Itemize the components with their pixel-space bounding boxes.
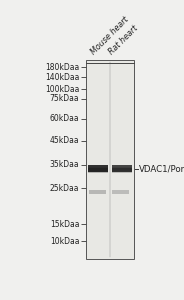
Bar	[89, 190, 106, 194]
Bar	[112, 168, 132, 172]
Bar	[112, 190, 129, 194]
Bar	[88, 165, 108, 172]
Text: 10kDaa: 10kDaa	[50, 236, 79, 245]
Text: Rat heart: Rat heart	[107, 24, 140, 57]
Text: 25kDaa: 25kDaa	[50, 184, 79, 193]
Text: 60kDaa: 60kDaa	[50, 114, 79, 123]
Text: 75kDaa: 75kDaa	[50, 94, 79, 103]
Bar	[112, 167, 132, 171]
Text: 15kDaa: 15kDaa	[50, 220, 79, 229]
Text: 35kDaa: 35kDaa	[50, 160, 79, 169]
Bar	[88, 168, 108, 172]
Bar	[88, 169, 108, 172]
Text: Mouse heart: Mouse heart	[89, 15, 130, 57]
Text: VDAC1/Porin: VDAC1/Porin	[139, 164, 184, 173]
Bar	[86, 60, 134, 259]
Text: 140kDaa: 140kDaa	[45, 73, 79, 82]
Bar	[88, 167, 108, 171]
Text: 180kDaa: 180kDaa	[45, 63, 79, 72]
Bar	[112, 169, 132, 172]
Text: 100kDaa: 100kDaa	[45, 85, 79, 94]
Text: 45kDaa: 45kDaa	[50, 136, 79, 145]
Bar	[112, 165, 132, 172]
